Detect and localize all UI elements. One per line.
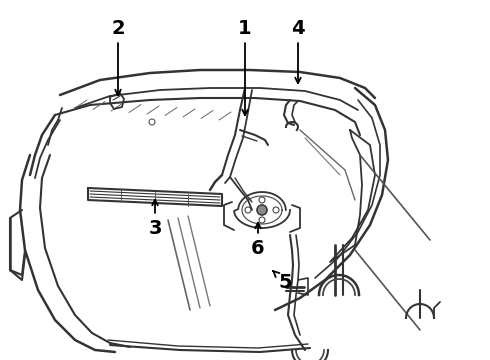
Text: 3: 3 — [148, 200, 162, 238]
Text: 6: 6 — [251, 223, 265, 257]
Text: 5: 5 — [273, 271, 292, 292]
Text: 4: 4 — [291, 18, 305, 83]
Text: 2: 2 — [111, 18, 125, 95]
Text: 1: 1 — [238, 18, 252, 115]
Circle shape — [257, 205, 267, 215]
